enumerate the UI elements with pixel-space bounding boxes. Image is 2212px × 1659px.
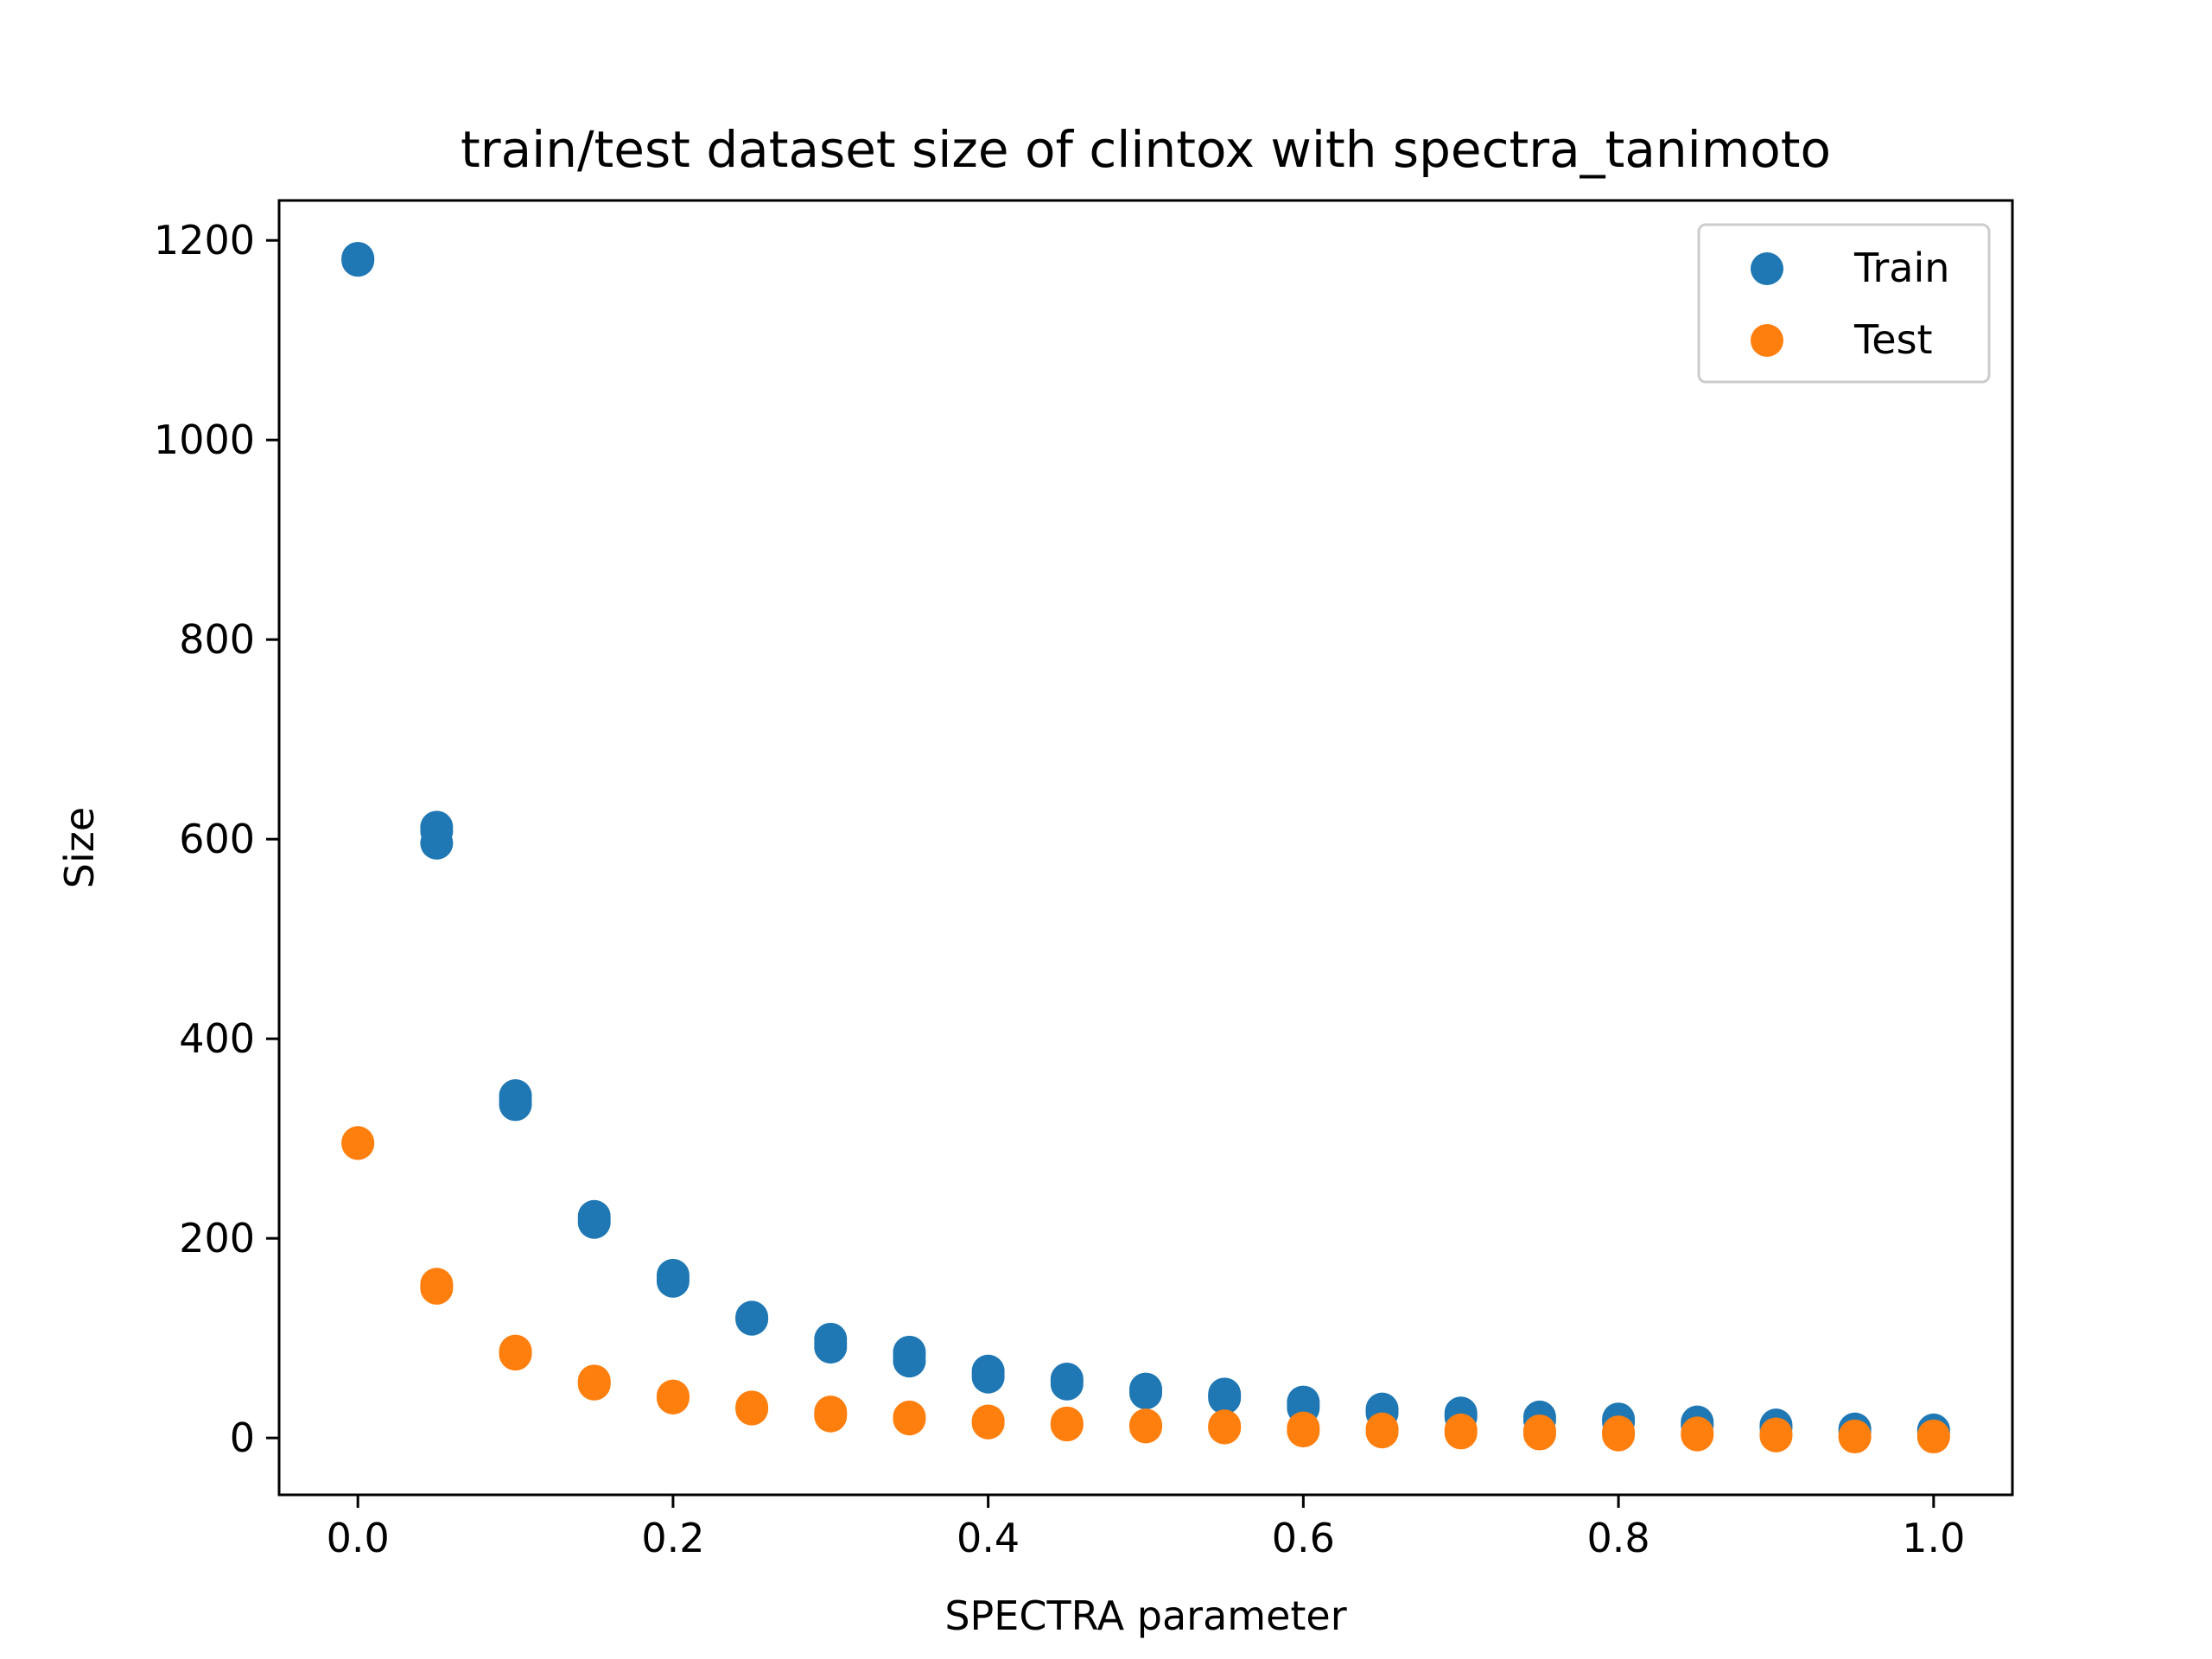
legend-marker-train <box>1751 252 1783 285</box>
data-point-test <box>1365 1415 1399 1449</box>
axes-frame <box>277 199 2014 1497</box>
y-axis-label: Size <box>56 807 103 888</box>
data-point-train <box>893 1339 926 1373</box>
data-point-test <box>1522 1417 1556 1451</box>
x-tick-label: 0.0 <box>327 1515 390 1561</box>
data-point-test <box>1050 1408 1084 1442</box>
data-point-train <box>341 243 375 276</box>
x-tick-label: 0.8 <box>1587 1515 1650 1561</box>
data-point-train <box>420 814 454 848</box>
data-point-train <box>1050 1364 1084 1398</box>
x-tick-label: 0.4 <box>957 1515 1020 1561</box>
y-tick-label: 400 <box>179 1015 255 1062</box>
y-axis: 0 200 400 600 800 1000 1200 <box>154 217 279 1461</box>
y-tick-label: 800 <box>179 616 255 663</box>
x-axis-label: SPECTRA parameter <box>944 1592 1346 1639</box>
legend-label-train: Train <box>1853 245 1949 291</box>
data-point-test <box>1759 1419 1793 1452</box>
data-point-test <box>1287 1414 1320 1448</box>
data-point-test <box>577 1365 611 1399</box>
legend: Train Test <box>1697 223 1991 384</box>
data-point-test <box>420 1269 454 1303</box>
data-point-test <box>814 1397 848 1431</box>
data-point-train <box>1287 1389 1320 1422</box>
x-tick-label: 0.6 <box>1272 1515 1335 1561</box>
y-tick-label: 600 <box>179 816 255 862</box>
data-point-test <box>1444 1416 1478 1450</box>
legend-label-test: Test <box>1853 316 1933 363</box>
data-point-train <box>971 1357 1005 1391</box>
series-test <box>341 1126 1950 1454</box>
data-point-test <box>1838 1421 1872 1454</box>
data-point-test <box>1681 1418 1714 1452</box>
data-point-train <box>577 1203 611 1236</box>
data-point-test <box>971 1406 1005 1440</box>
data-point-train <box>1208 1379 1242 1413</box>
y-tick-label: 200 <box>179 1215 255 1262</box>
data-point-test <box>341 1127 375 1160</box>
y-tick-label: 0 <box>230 1414 255 1461</box>
chart-title: train/test dataset size of clintox with … <box>461 120 1831 179</box>
plot-area <box>277 199 2014 1497</box>
data-point-train <box>656 1262 690 1295</box>
data-points <box>341 241 1950 1454</box>
y-tick-label: 1200 <box>154 217 255 264</box>
x-axis: 0.0 0.2 0.4 0.6 0.8 1.0 <box>327 1495 1965 1561</box>
data-point-test <box>656 1380 690 1414</box>
data-point-test <box>1208 1411 1242 1445</box>
data-point-test <box>1916 1421 1950 1454</box>
data-point-train <box>1129 1374 1162 1408</box>
data-point-test <box>499 1335 532 1369</box>
data-point-test <box>1602 1418 1636 1452</box>
data-point-train <box>499 1084 532 1117</box>
x-tick-label: 1.0 <box>1902 1515 1965 1561</box>
legend-marker-test <box>1751 324 1783 357</box>
data-point-test <box>735 1392 769 1426</box>
y-tick-label: 1000 <box>154 416 255 463</box>
x-tick-label: 0.2 <box>641 1515 704 1561</box>
data-point-test <box>1129 1410 1162 1444</box>
data-point-train <box>735 1302 769 1336</box>
data-point-test <box>893 1402 926 1436</box>
data-point-train <box>814 1326 848 1360</box>
